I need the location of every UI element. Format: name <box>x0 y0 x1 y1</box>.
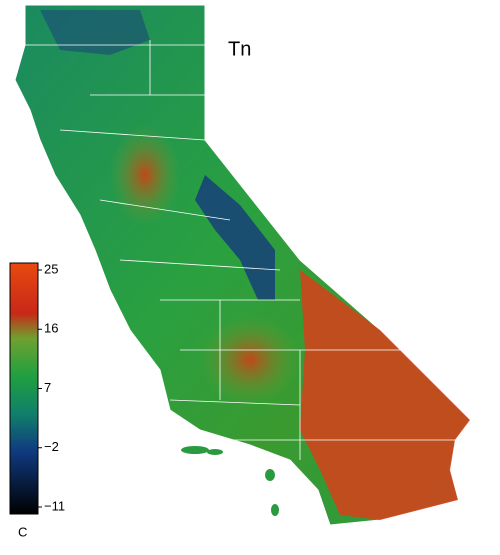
colorbar-tick-label: −2 <box>44 439 59 454</box>
map-title: Tn <box>228 38 251 60</box>
colorbar <box>9 262 39 515</box>
county-lines <box>25 40 470 460</box>
central-valley-warm <box>110 125 180 225</box>
colorbar-tick-label: −11 <box>44 498 65 513</box>
north-cold <box>40 10 150 55</box>
california-map <box>14 4 471 526</box>
colorbar-unit: C <box>18 524 27 539</box>
san-joaquin-warm <box>200 315 300 405</box>
islands <box>181 446 279 516</box>
colorbar-tick-label: 7 <box>44 380 51 395</box>
southeast-warm <box>300 270 470 520</box>
colorbar-tick-label: 16 <box>44 321 58 336</box>
colorbar-tick-label: 25 <box>44 261 58 276</box>
